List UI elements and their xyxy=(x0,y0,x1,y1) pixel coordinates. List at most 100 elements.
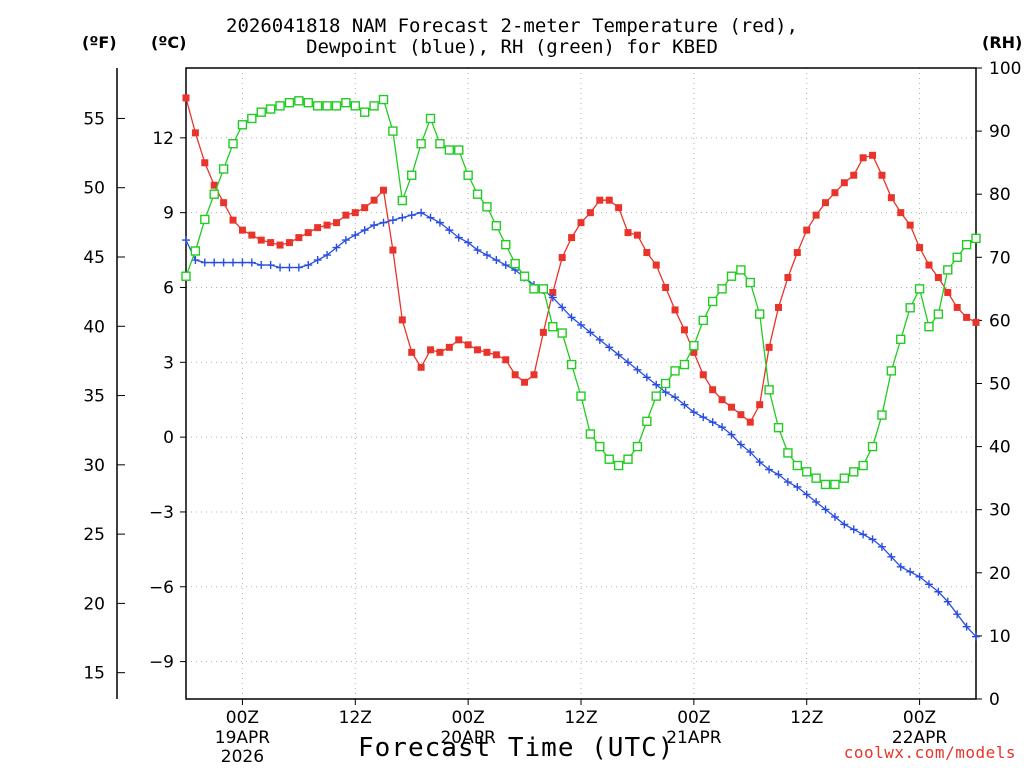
x-tick-label: 12Z xyxy=(339,708,372,728)
dewpoint-point xyxy=(896,562,905,571)
rh-point xyxy=(595,441,605,452)
dewpoint-point xyxy=(492,256,501,265)
dewpoint-point xyxy=(802,490,811,499)
temperature-point xyxy=(238,226,246,234)
temperature-point xyxy=(671,306,679,314)
dewpoint-point xyxy=(887,552,896,561)
temperature-point xyxy=(408,348,416,356)
dewpoint-point xyxy=(661,388,670,397)
rh-point xyxy=(247,113,257,124)
dewpoint-point xyxy=(755,458,764,467)
rh-point xyxy=(444,145,455,155)
dewpoint-point xyxy=(501,261,510,270)
rh-point xyxy=(454,145,464,155)
celsius-tick-label: 3 xyxy=(163,353,174,373)
chart-title: 2026041818 NAM Forecast 2-meter Temperat… xyxy=(0,16,1024,58)
rh-point xyxy=(557,328,567,338)
dewpoint-point xyxy=(859,530,868,539)
credit-link[interactable]: coolwx.com/models xyxy=(843,743,1016,762)
temperature-point xyxy=(680,326,688,334)
rh-tick-label: 100 xyxy=(989,59,1021,79)
x-tick-label: 00Z xyxy=(677,708,710,728)
rh-point xyxy=(698,315,708,326)
dewpoint-point xyxy=(257,261,266,270)
rh-point xyxy=(501,239,511,250)
rh-point xyxy=(651,391,661,401)
temperature-point xyxy=(596,196,604,204)
temperature-point xyxy=(248,231,256,239)
fahrenheit-tick-label: 45 xyxy=(83,248,105,268)
rh-tick-label: 60 xyxy=(989,311,1011,331)
dewpoint-point xyxy=(219,258,228,267)
rh-point xyxy=(754,309,765,319)
temperature-point xyxy=(615,204,623,212)
temperature-point xyxy=(285,239,293,247)
temperature-point xyxy=(850,171,858,179)
temperature-point xyxy=(944,288,952,296)
rh-point xyxy=(322,101,332,111)
dewpoint-point xyxy=(210,258,219,267)
temperature-point xyxy=(502,356,510,364)
dewpoint-point xyxy=(614,350,623,359)
rh-point xyxy=(275,101,285,111)
rh-point xyxy=(924,322,934,332)
rh-point xyxy=(566,359,577,370)
temperature-point xyxy=(737,411,745,419)
temperature-point xyxy=(464,341,472,349)
temperature-point xyxy=(916,244,924,252)
rh-point xyxy=(689,340,699,351)
dewpoint-point xyxy=(624,358,633,367)
dewpoint-point xyxy=(473,246,482,255)
rh-point xyxy=(802,467,812,477)
dewpoint-point xyxy=(915,572,924,581)
dewpoint-point xyxy=(285,263,294,272)
temperature-point xyxy=(351,209,359,217)
rh-point xyxy=(914,284,925,294)
dewpoint-point xyxy=(652,380,661,389)
dewpoint-point xyxy=(934,587,943,596)
dewpoint-point xyxy=(783,478,792,487)
dewpoint-point xyxy=(972,632,980,641)
rh-point xyxy=(585,429,596,439)
dewpoint-point xyxy=(294,263,303,272)
rh-point xyxy=(237,120,248,130)
dewpoint-point xyxy=(304,261,313,270)
rh-point xyxy=(256,107,266,117)
temperature-point xyxy=(775,303,782,311)
rh-point xyxy=(613,460,624,471)
rh-tick-label: 20 xyxy=(989,564,1011,584)
temperature-point xyxy=(220,199,228,207)
celsius-tick-label: 12 xyxy=(152,129,174,149)
dewpoint-point xyxy=(332,243,341,252)
dewpoint-point xyxy=(642,373,651,382)
celsius-unit-label: (ºC) xyxy=(151,33,187,52)
temperature-point xyxy=(370,196,378,204)
rh-point xyxy=(736,265,746,275)
temperature-point xyxy=(831,189,839,197)
rh-point xyxy=(200,214,210,225)
dewpoint-point xyxy=(793,483,802,492)
fahrenheit-tick-label: 30 xyxy=(83,456,105,476)
temperature-point xyxy=(342,211,350,219)
dewpoint-point xyxy=(388,216,397,225)
dewpoint-point xyxy=(708,418,717,427)
temperature-point xyxy=(511,371,519,379)
temperature-point xyxy=(822,199,830,207)
rh-tick-label: 70 xyxy=(989,248,1011,268)
temperature-point xyxy=(191,129,199,137)
temperature-point xyxy=(727,403,735,411)
rh-point xyxy=(482,202,492,212)
fahrenheit-tick-label: 50 xyxy=(83,179,105,199)
temperature-point xyxy=(624,229,632,237)
fahrenheit-tick-label: 25 xyxy=(83,525,105,545)
rh-point xyxy=(896,334,906,345)
temperature-point xyxy=(521,378,529,386)
dewpoint-point xyxy=(238,258,247,267)
rh-tick-label: 50 xyxy=(989,375,1011,395)
temperature-point xyxy=(267,239,275,247)
dewpoint-point xyxy=(746,448,755,457)
celsius-tick-label: −9 xyxy=(149,653,174,673)
chart-title-line2: Dewpoint (blue), RH (green) for KBED xyxy=(306,36,718,58)
temperature-point xyxy=(859,154,867,162)
x-tick-label: 12Z xyxy=(564,708,597,728)
